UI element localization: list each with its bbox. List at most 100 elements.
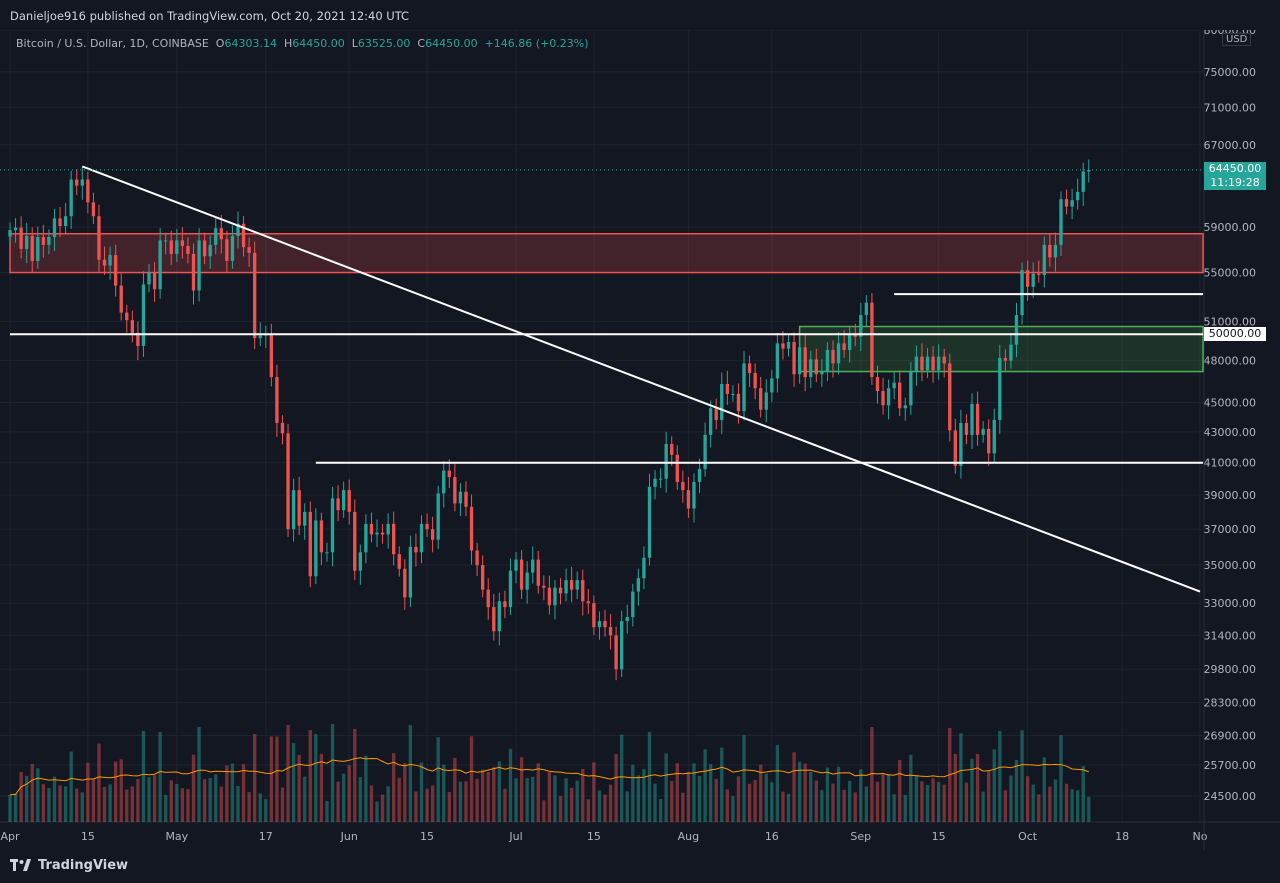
volume-bar [569, 787, 574, 822]
volume-bar [325, 801, 329, 822]
volume-bar [836, 766, 841, 822]
volume-bar [453, 758, 457, 822]
candle-body [25, 235, 29, 249]
volume-bar [814, 780, 818, 822]
candle-body [1014, 315, 1019, 345]
volume-bar [987, 770, 991, 822]
volume-bar [636, 775, 641, 822]
candle-body [336, 498, 340, 511]
y-tick-label: 59000.00 [1204, 221, 1257, 234]
volume-bar [8, 794, 12, 822]
candle-body [825, 349, 830, 372]
candle-body [319, 520, 324, 553]
candle-body [219, 228, 223, 240]
volume-bar [208, 778, 212, 822]
candle-body [403, 568, 407, 598]
volume-bar [992, 749, 996, 822]
x-tick-label: 15 [587, 830, 601, 843]
candle-body [631, 591, 635, 618]
volume-bar [152, 775, 157, 822]
candle-body [80, 179, 84, 186]
candle-body [202, 240, 207, 257]
volume-bar [875, 781, 880, 822]
candle-body [975, 403, 980, 435]
volume-bar [130, 786, 135, 822]
candle-body [797, 347, 802, 375]
volume-bar [859, 769, 863, 822]
volume-bar [113, 761, 118, 822]
tradingview-logo[interactable]: TradingView [10, 858, 128, 873]
candle-body [1064, 199, 1069, 207]
x-tick-label: Oct [1018, 830, 1038, 843]
candle-body [191, 253, 196, 291]
candle-body [1042, 244, 1046, 275]
candle-body [720, 384, 724, 420]
volume-bar [608, 784, 613, 822]
volume-bar [820, 790, 824, 822]
x-tick-label: 15 [932, 830, 946, 843]
volume-bar [898, 760, 902, 822]
x-tick-label: Aug [678, 830, 699, 843]
volume-bar [742, 735, 746, 822]
y-tick-label: 48000.00 [1204, 355, 1257, 368]
open-value: 64303.14 [224, 37, 277, 50]
volume-bar [848, 780, 852, 822]
volume-bar [475, 778, 479, 822]
volume-bar [353, 729, 357, 822]
x-tick-label: Sep [850, 830, 871, 843]
candle-body [525, 572, 529, 590]
volume-bar [525, 777, 529, 822]
x-tick-label: 18 [1115, 830, 1129, 843]
volume-bar [1037, 794, 1041, 822]
volume-bar [1070, 789, 1074, 822]
candle-body [330, 498, 335, 553]
currency-badge[interactable]: USD [1222, 33, 1252, 46]
volume-bar [164, 795, 168, 822]
volume-bar [308, 730, 312, 822]
volume-bar [1059, 735, 1063, 822]
volume-bar [286, 725, 290, 822]
candle-body [41, 237, 46, 245]
candle-body [642, 557, 646, 579]
volume-bar [681, 792, 685, 822]
candle-body [97, 216, 101, 260]
candle-body [519, 559, 524, 590]
volume-bar [264, 799, 268, 822]
volume-bar [425, 788, 429, 822]
y-tick-label: 33000.00 [1204, 597, 1257, 610]
candle-body [708, 408, 713, 435]
open-label: O [215, 37, 225, 50]
volume-bar [703, 749, 707, 822]
candle-body [414, 546, 418, 553]
candle-body [91, 202, 96, 217]
volume-bar [358, 777, 362, 822]
candle-body [736, 393, 741, 412]
close-label: C [417, 37, 426, 50]
candle-body [147, 272, 151, 285]
candle-body [447, 470, 451, 478]
volume-bar [953, 753, 957, 822]
volume-bar [314, 734, 318, 822]
candle-body [1020, 270, 1024, 316]
volume-bar [797, 761, 802, 822]
candle-body [158, 240, 162, 290]
candle-body [909, 371, 913, 406]
candle-body [1031, 273, 1035, 287]
volume-bar [531, 776, 535, 822]
candle-body [1048, 244, 1052, 258]
volume-bar [564, 778, 568, 822]
x-tick-label: 17 [259, 830, 273, 843]
volume-bar [430, 785, 435, 822]
candle-body [253, 252, 257, 339]
volume-bar [341, 773, 346, 822]
tradingview-logo-icon [10, 858, 31, 871]
y-tick-label: 25700.00 [1204, 759, 1257, 772]
candle-body [425, 523, 429, 530]
candle-body [842, 343, 846, 350]
candle-body [325, 552, 329, 554]
volume-bar [1087, 796, 1091, 822]
volume-bar [686, 771, 691, 822]
volume-bar [119, 759, 123, 822]
volume-bar [931, 778, 935, 822]
